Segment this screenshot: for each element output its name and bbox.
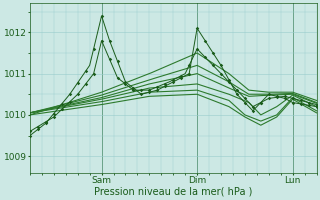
X-axis label: Pression niveau de la mer( hPa ): Pression niveau de la mer( hPa ) <box>94 187 252 197</box>
